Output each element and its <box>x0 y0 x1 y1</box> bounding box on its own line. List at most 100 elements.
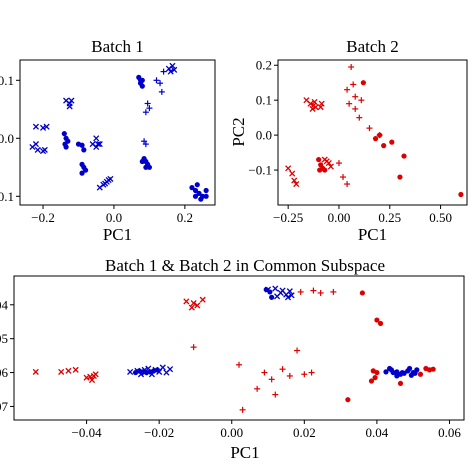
point-batch1-dot-10 <box>79 142 85 148</box>
x-tick-label: −0.25 <box>273 210 303 225</box>
point-batch1-plus-1 <box>146 105 153 112</box>
point-batch2-x-14 <box>327 163 334 170</box>
point-batch2-dot-3 <box>381 143 387 149</box>
y-tick-label: .07 <box>0 399 9 414</box>
x-tick-label: 0.00 <box>220 425 243 440</box>
point-batch1-dot-21 <box>412 370 418 376</box>
point-batch2-plus-7 <box>279 366 286 373</box>
chart-title: Batch 1 <box>91 37 143 56</box>
point-batch1-dot-30 <box>203 187 209 194</box>
x-tick-label: −0.02 <box>144 425 174 440</box>
chart-batch2: −0.25 0.00 0.25 0.50 −0.1 0.0 0.1 0.2 Batch 2 P… <box>229 37 468 244</box>
point-batch1-dot-7 <box>82 167 89 173</box>
point-batch1-dot-17 <box>390 369 396 376</box>
y-tick-label: .04 <box>0 297 9 312</box>
point-batch2-x-3 <box>309 105 316 112</box>
point-batch2-plus-12 <box>297 288 304 295</box>
point-batch1-dot-0 <box>61 131 67 137</box>
point-batch2-dot-2 <box>374 317 380 323</box>
point-batch2-plus-8 <box>286 372 293 379</box>
point-batch2-plus-12 <box>358 97 365 104</box>
point-batch1-dot-4 <box>63 144 69 150</box>
y-tick-label: .06 <box>0 365 9 380</box>
point-batch2-dot-5 <box>397 174 403 180</box>
point-batch1-dot-28 <box>192 193 199 199</box>
point-batch2-dot-11 <box>317 167 323 173</box>
point-batch2-plus-9 <box>366 125 373 132</box>
point-batch1-dot-22 <box>143 164 149 170</box>
point-batch2-dot-10 <box>430 366 436 372</box>
point-batch2-dot-0 <box>345 397 351 403</box>
point-batch2-plus-5 <box>344 86 351 93</box>
point-batch2-plus-0 <box>190 344 197 351</box>
point-batch2-dot-1 <box>359 290 365 296</box>
point-batch2-x-9 <box>183 298 190 305</box>
point-batch1-x-5 <box>32 123 40 130</box>
y-tick-label: 0.1 <box>0 189 14 204</box>
chart-batch1: −0.2 0.0 0.2 0.1 0.0 0.1 Batch 1 PC1 <box>0 37 216 244</box>
y-tick-label: 0.1 <box>0 73 14 88</box>
point-batch1-x-21 <box>102 180 109 187</box>
point-batch1-dot-27 <box>203 193 209 199</box>
x-axis-label: PC1 <box>103 225 132 244</box>
point-batch2-x-9 <box>291 177 298 184</box>
point-batch2-dot-4 <box>389 139 395 145</box>
point-batch1-x-24 <box>169 62 176 69</box>
point-batch2-plus-1 <box>236 361 242 368</box>
point-batch2-dot-11 <box>417 371 424 377</box>
point-batch2-dot-7 <box>368 378 375 384</box>
marks-layer <box>29 62 209 202</box>
point-batch2-x-10 <box>285 165 292 172</box>
axes-layer: −0.2 0.0 0.2 0.1 0.0 0.1 <box>0 73 193 225</box>
point-batch2-plus-2 <box>352 105 359 112</box>
point-batch1-x-26 <box>167 68 174 75</box>
point-batch2-plus-0 <box>348 63 355 70</box>
point-batch1-x-19 <box>274 293 281 300</box>
y-tick-label: .05 <box>0 331 8 346</box>
point-batch2-dot-0 <box>360 80 366 86</box>
marks-layer <box>285 63 464 198</box>
point-batch2-x-5 <box>303 97 310 104</box>
point-batch2-plus-10 <box>301 371 308 378</box>
y-axis-label: PC2 <box>229 117 248 146</box>
point-batch1-dot-13 <box>387 365 393 372</box>
plot-frame <box>13 275 465 421</box>
point-batch1-x-13 <box>272 285 279 292</box>
point-batch1-dot-24 <box>269 294 275 300</box>
x-tick-label: −0.2 <box>31 210 55 225</box>
point-batch1-plus-8 <box>158 88 165 95</box>
point-batch1-dot-31 <box>194 182 200 188</box>
point-batch1-dot-29 <box>198 196 204 202</box>
x-axis-label: PC1 <box>230 443 259 462</box>
point-batch2-plus-2 <box>239 406 246 413</box>
point-batch1-x-1 <box>34 146 41 153</box>
point-batch1-plus-7 <box>160 68 167 75</box>
point-batch2-plus-11 <box>350 81 357 88</box>
point-batch2-plus-4 <box>261 369 268 376</box>
plot-frame <box>277 59 468 206</box>
point-batch1-dot-20 <box>139 158 145 165</box>
chart-title: Batch 2 <box>346 37 398 56</box>
point-batch2-dot-3 <box>377 320 384 327</box>
x-tick-label: 0.0 <box>106 210 122 225</box>
chart-common: −0.04 −0.02 0.00 0.02 0.04 0.06 .04 .05 .06 .07 B… <box>0 256 465 462</box>
point-batch1-x-10 <box>68 97 75 104</box>
x-tick-label: −0.04 <box>72 425 103 440</box>
point-batch1-dot-25 <box>196 190 202 196</box>
point-batch1-x-10 <box>166 366 174 373</box>
point-batch1-dot-23 <box>189 185 195 191</box>
point-batch1-plus-2 <box>144 100 151 107</box>
point-batch2-plus-15 <box>330 288 337 295</box>
point-batch1-dot-8 <box>79 170 85 176</box>
point-batch2-x-4 <box>312 104 319 111</box>
point-batch1-dot-15 <box>406 365 413 372</box>
point-batch2-plus-6 <box>335 160 342 167</box>
point-batch2-plus-13 <box>310 287 317 294</box>
point-batch1-x-6 <box>39 124 47 131</box>
point-batch1-dot-14 <box>136 74 142 80</box>
point-batch2-x-7 <box>92 371 99 378</box>
chart-title: Batch 1 & Batch 2 in Common Subspace <box>105 256 385 275</box>
point-batch2-x-8 <box>88 376 96 384</box>
x-tick-label: 0.02 <box>293 425 316 440</box>
point-batch1-x-15 <box>93 135 100 142</box>
